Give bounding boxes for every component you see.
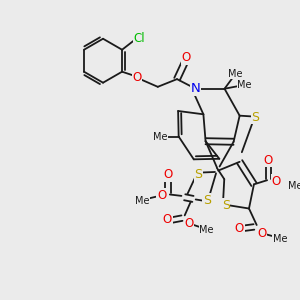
Text: O: O [133,71,142,84]
Text: Me: Me [288,181,300,191]
Text: O: O [264,154,273,167]
Text: Me: Me [237,80,252,90]
Text: O: O [157,189,166,202]
Text: O: O [271,175,280,188]
Text: S: S [222,199,230,212]
Text: Cl: Cl [134,32,145,45]
Text: Me: Me [135,196,150,206]
Text: S: S [252,110,260,124]
Text: O: O [182,51,191,64]
Text: N: N [191,82,201,95]
Text: O: O [235,222,244,235]
Text: S: S [203,194,211,207]
Text: S: S [194,168,202,181]
Text: O: O [163,213,172,226]
Text: Me: Me [200,225,214,235]
Text: Me: Me [153,131,167,142]
Text: Me: Me [228,69,242,79]
Text: O: O [184,217,194,230]
Text: Me: Me [272,234,287,244]
Text: O: O [257,227,267,240]
Text: O: O [164,168,173,181]
